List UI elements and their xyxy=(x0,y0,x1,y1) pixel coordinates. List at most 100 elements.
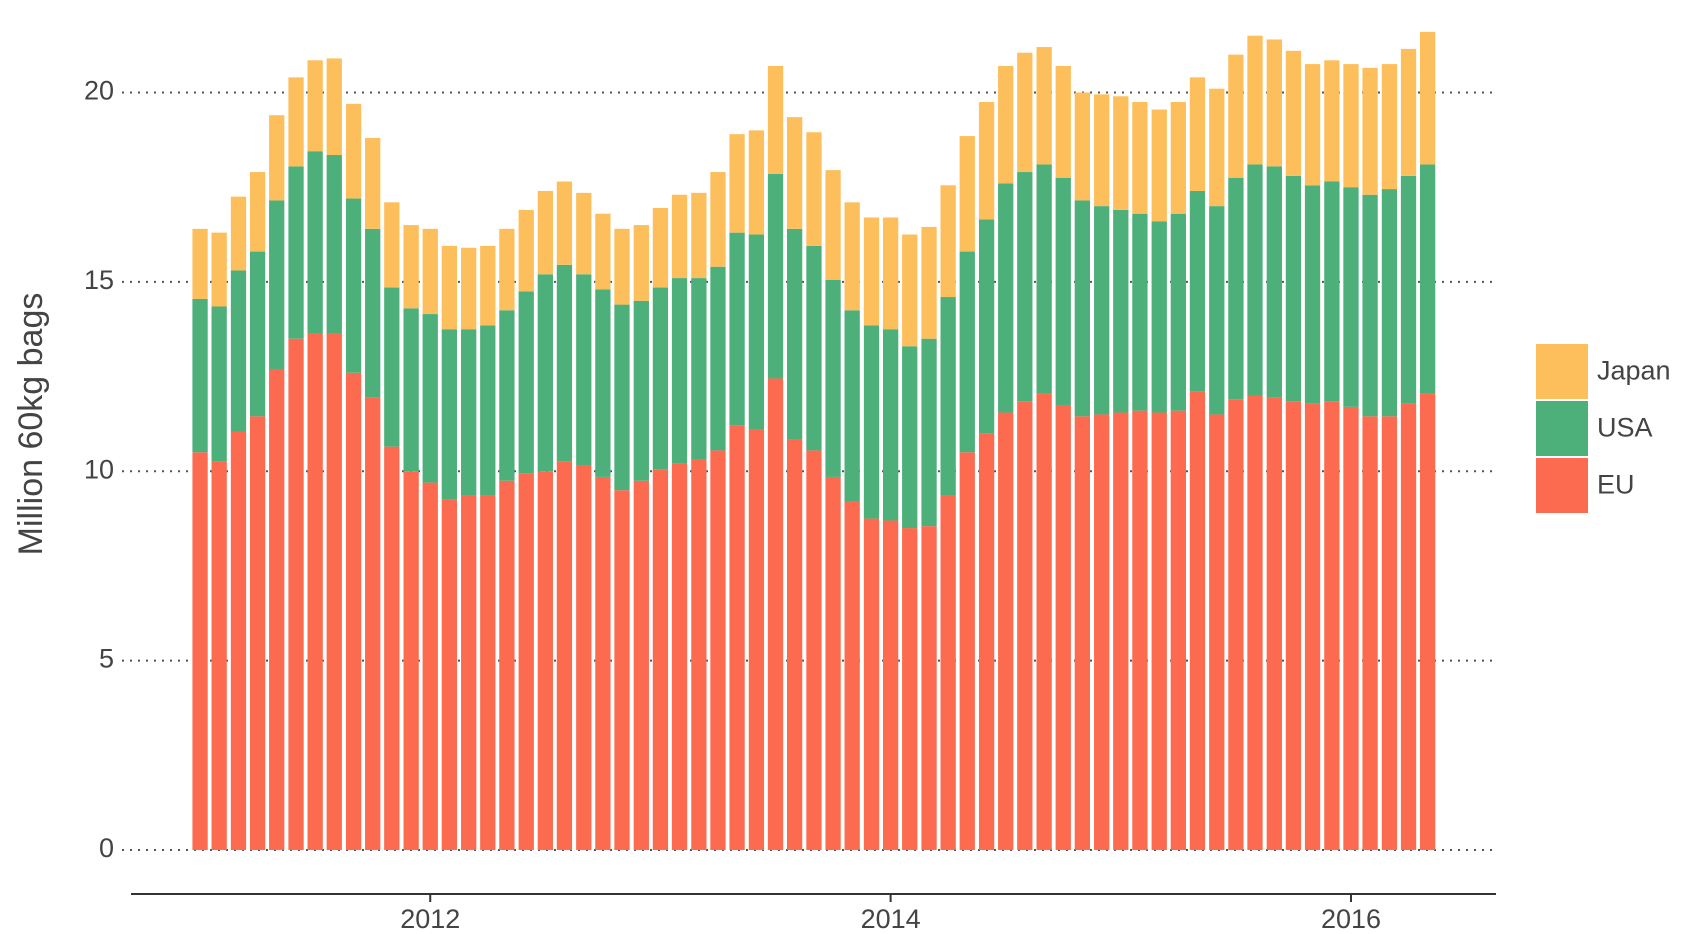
bar-segment xyxy=(1094,206,1110,415)
bar-segment xyxy=(633,300,649,481)
bar-segment xyxy=(729,232,745,426)
bar-segment xyxy=(576,274,592,466)
bar-segment xyxy=(288,77,304,167)
bar-segment xyxy=(1362,416,1378,850)
x-tick-label: 2016 xyxy=(1321,904,1381,934)
bar-segment xyxy=(595,213,611,290)
bar-segment xyxy=(825,170,841,280)
bar-segment xyxy=(1113,412,1129,850)
bar-segment xyxy=(1228,177,1244,400)
bar-segment xyxy=(518,291,534,474)
bar-segment xyxy=(1151,221,1167,413)
bar-segment xyxy=(1132,101,1148,214)
bar-segment xyxy=(633,480,649,850)
bar-segment xyxy=(1036,164,1052,394)
bar-segment xyxy=(1285,50,1302,176)
y-tick-label: 0 xyxy=(99,833,114,863)
bar-segment xyxy=(288,166,304,339)
bar-segment xyxy=(269,368,285,850)
bar-segment xyxy=(729,134,745,233)
bar-segment xyxy=(767,378,784,850)
bar-segment xyxy=(345,372,362,850)
bar-segment xyxy=(384,202,400,288)
bar-segment xyxy=(710,266,726,451)
bar-segment xyxy=(1189,190,1206,392)
bar-segment xyxy=(1094,94,1110,207)
bar-segment xyxy=(1266,166,1282,398)
bar-segment xyxy=(1381,189,1398,417)
bar-segment xyxy=(691,278,707,460)
y-tick-label: 20 xyxy=(84,76,114,106)
bar-segment xyxy=(978,219,995,434)
bar-segment xyxy=(806,132,822,246)
bar-segment xyxy=(269,200,285,369)
bar-segment xyxy=(365,397,381,850)
bar-segment xyxy=(595,289,611,477)
bar-segment xyxy=(748,130,765,235)
bar-segment xyxy=(1209,88,1225,207)
legend-key xyxy=(1536,401,1588,456)
bar-segment xyxy=(614,228,630,305)
bar-segment xyxy=(422,228,438,315)
bar-segment xyxy=(1151,412,1167,850)
bar-segment xyxy=(1055,65,1071,178)
y-tick-label: 10 xyxy=(84,454,114,484)
bar-segment xyxy=(1343,187,1359,407)
bar-segment xyxy=(537,274,553,472)
bar-segment xyxy=(576,465,592,850)
bar-segment xyxy=(384,446,400,850)
bar-segment xyxy=(1324,401,1340,850)
bar-segment xyxy=(1247,164,1263,396)
bar-segment xyxy=(422,314,438,483)
bar-segment xyxy=(863,325,880,519)
bar-segment xyxy=(422,482,438,850)
bar-segment xyxy=(978,101,995,220)
legend-key xyxy=(1536,344,1588,399)
bar-segment xyxy=(1304,403,1321,850)
bar-segment xyxy=(345,198,362,373)
bar-segment xyxy=(882,329,899,521)
bar-segment xyxy=(269,115,285,201)
bar-segment xyxy=(211,306,227,462)
bar-segment xyxy=(537,471,553,850)
bar-segment xyxy=(556,461,573,850)
bar-segment xyxy=(844,501,860,850)
bar-segment xyxy=(499,310,515,481)
y-tick-label: 15 xyxy=(84,265,114,295)
bar-segment xyxy=(518,473,534,850)
bar-segment xyxy=(1362,194,1378,417)
bar-segment xyxy=(940,297,956,496)
bar-segment xyxy=(1074,416,1090,850)
bar-segment xyxy=(595,476,611,850)
bar-segment xyxy=(1170,213,1186,411)
bar-segment xyxy=(1285,175,1302,402)
bar-segment xyxy=(902,346,918,529)
bar-segment xyxy=(1324,181,1340,402)
bar-segment xyxy=(1362,67,1378,195)
bar-segment xyxy=(192,452,208,850)
bar-segment xyxy=(767,65,784,174)
bar-segment xyxy=(1017,401,1033,850)
bar-segment xyxy=(211,232,227,307)
y-axis-title: Million 60kg bags xyxy=(12,293,50,556)
bar-segment xyxy=(710,450,726,850)
bar-segment xyxy=(1094,414,1110,850)
bar-segment xyxy=(921,226,937,339)
bar-segment xyxy=(1419,31,1436,165)
bar-segment xyxy=(1036,47,1052,165)
bar-segment xyxy=(441,499,457,850)
bar-segment xyxy=(882,520,899,850)
x-tick-label: 2012 xyxy=(400,904,460,934)
bar-segment xyxy=(902,234,918,347)
bar-segment xyxy=(326,58,342,155)
bar-segment xyxy=(729,425,745,850)
bar-segment xyxy=(365,137,381,229)
bar-segment xyxy=(1343,406,1359,850)
bar-segment xyxy=(863,518,880,850)
bar-segment xyxy=(326,333,342,850)
legend-label: USA xyxy=(1597,413,1653,443)
bar-segment xyxy=(786,117,803,229)
bar-segment xyxy=(940,185,956,298)
bar-segment xyxy=(365,228,381,398)
bar-segment xyxy=(671,278,688,464)
